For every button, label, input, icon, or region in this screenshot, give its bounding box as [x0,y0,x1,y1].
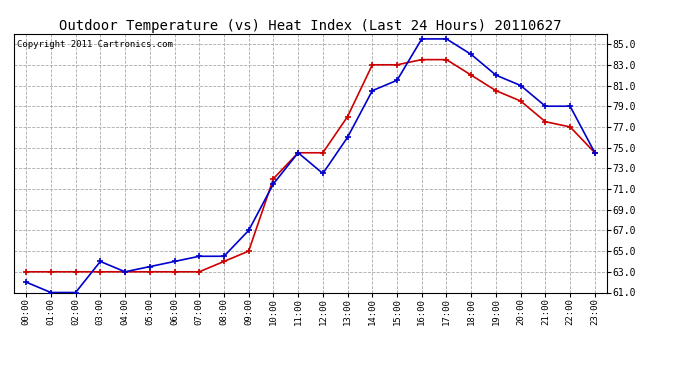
Text: Copyright 2011 Cartronics.com: Copyright 2011 Cartronics.com [17,40,172,49]
Title: Outdoor Temperature (vs) Heat Index (Last 24 Hours) 20110627: Outdoor Temperature (vs) Heat Index (Las… [59,19,562,33]
